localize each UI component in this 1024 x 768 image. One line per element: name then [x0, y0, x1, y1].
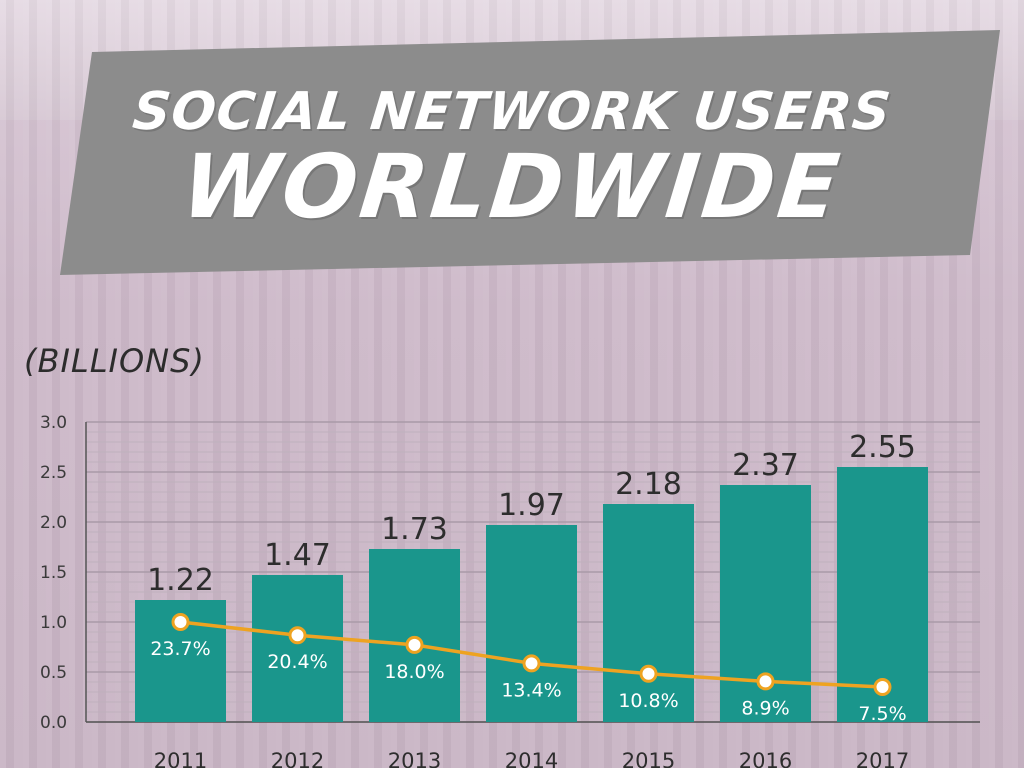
growth-label: 7.5% [858, 703, 906, 725]
y-tick-label: 2.0 [40, 513, 67, 533]
x-tick-label: 2016 [739, 749, 792, 768]
growth-label: 18.0% [384, 661, 444, 683]
banner-shape [60, 30, 1000, 275]
x-tick-label: 2015 [622, 749, 675, 768]
bar [252, 575, 343, 722]
unit-label: (BILLIONS) [24, 342, 205, 380]
bar [603, 504, 694, 722]
bar-value-label: 1.47 [264, 538, 331, 573]
x-tick-label: 2017 [856, 749, 909, 768]
bar-value-label: 2.18 [615, 467, 682, 502]
y-tick-label: 0.5 [40, 663, 67, 683]
growth-point [639, 664, 658, 683]
x-tick-label: 2012 [271, 749, 324, 768]
growth-label: 20.4% [267, 651, 327, 673]
growth-label: 8.9% [741, 697, 789, 719]
growth-label: 13.4% [501, 679, 561, 701]
x-tick-label: 2013 [388, 749, 441, 768]
growth-point [171, 613, 190, 631]
bar-value-label: 1.22 [147, 563, 214, 598]
growth-point [405, 635, 424, 654]
bar-value-label: 2.37 [732, 448, 799, 483]
x-tick-label: 2014 [505, 749, 558, 768]
growth-point [288, 626, 307, 645]
y-tick-label: 1.0 [40, 613, 67, 633]
title-line-2: WORLDWIDE [177, 135, 847, 238]
x-tick-label: 2011 [154, 749, 207, 768]
y-tick-label: 3.0 [40, 413, 67, 433]
growth-label: 23.7% [150, 638, 210, 660]
title-line-1: SOCIAL NETWORK USERS [129, 82, 895, 142]
title-banner: SOCIAL NETWORK USERS WORLDWIDE [0, 0, 1024, 290]
growth-label: 10.8% [618, 690, 678, 712]
bar-value-label: 2.55 [849, 430, 916, 465]
bar-value-label: 1.73 [381, 512, 448, 547]
growth-point [873, 678, 892, 696]
bar-chart: 3.0 2.5 2.0 1.5 1.0 0.5 0.0 1.22 2011 1.47 2012 1.7… [40, 413, 980, 768]
bar [369, 549, 460, 722]
y-tick-label: 1.5 [40, 563, 67, 583]
y-tick-label: 0.0 [40, 713, 67, 733]
growth-point [522, 654, 541, 673]
y-tick-label: 2.5 [40, 463, 67, 483]
bar [486, 525, 577, 722]
growth-point [756, 672, 775, 691]
bar-value-label: 1.97 [498, 488, 565, 523]
